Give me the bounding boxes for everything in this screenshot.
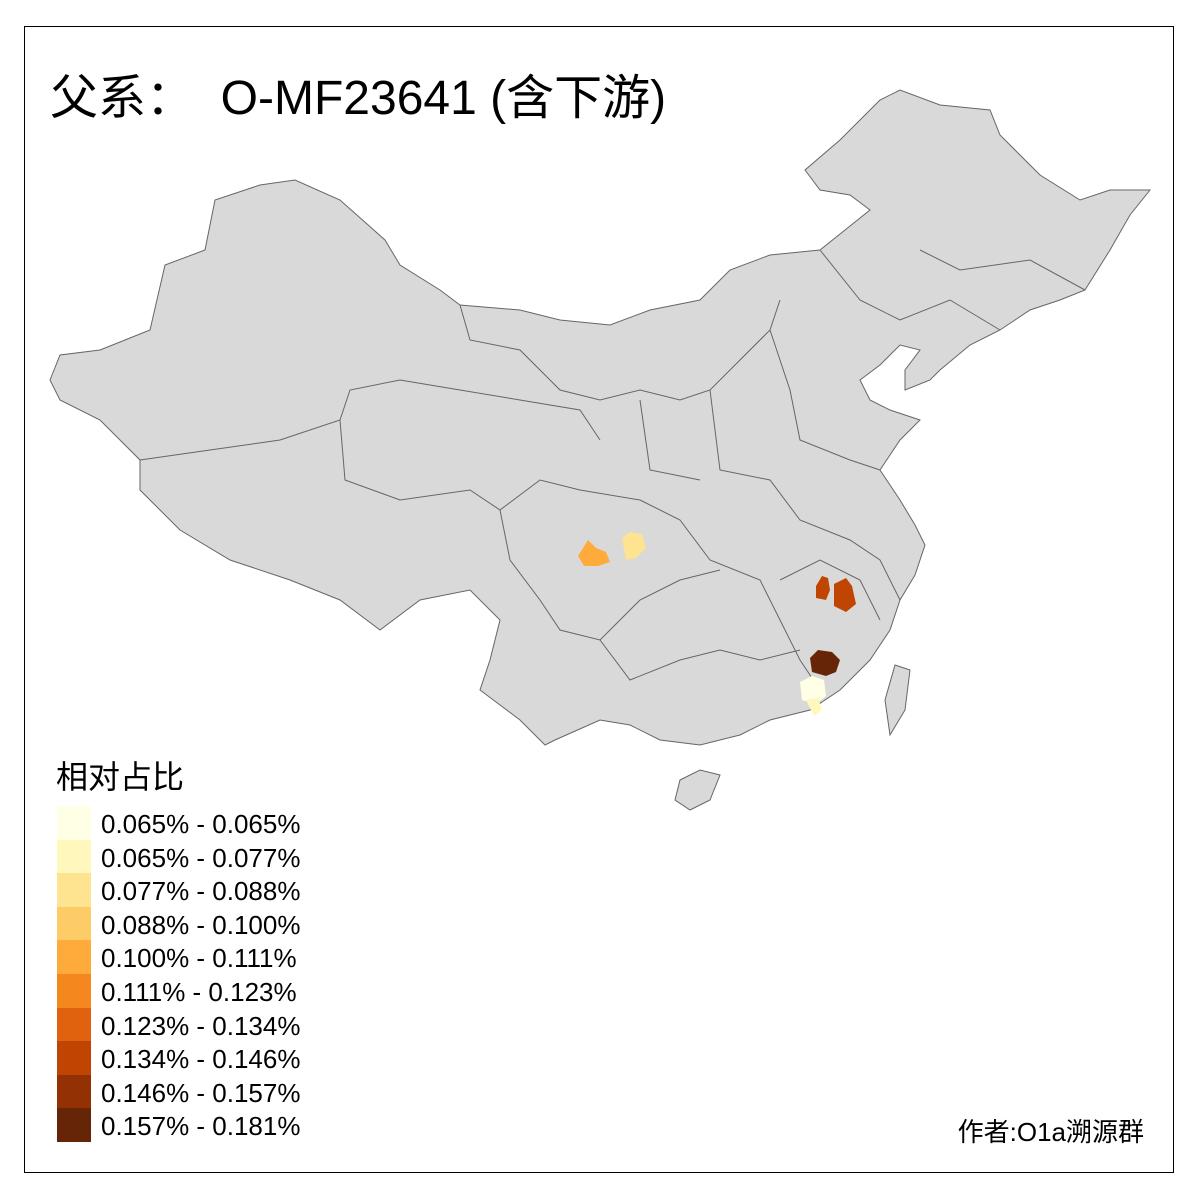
highlighted-region bbox=[578, 540, 610, 566]
legend-swatch bbox=[57, 1074, 91, 1109]
legend-label: 0.065% - 0.077% bbox=[101, 842, 301, 873]
legend-title: 相对占比 bbox=[56, 759, 185, 795]
legend-item: 0.065% - 0.065% bbox=[57, 806, 357, 840]
legend-swatch bbox=[57, 940, 91, 975]
taiwan-island bbox=[884, 664, 911, 737]
legend-swatch bbox=[57, 1108, 91, 1143]
legend-label: 0.146% - 0.157% bbox=[101, 1077, 301, 1108]
legend-item: 0.088% - 0.100% bbox=[57, 906, 357, 941]
highlighted-region bbox=[810, 650, 840, 676]
highlighted-region bbox=[834, 578, 856, 612]
legend-swatch bbox=[57, 806, 91, 840]
plot-frame bbox=[24, 26, 1174, 1173]
legend-swatch bbox=[57, 873, 91, 908]
legend-item: 0.157% - 0.181% bbox=[57, 1108, 357, 1143]
legend-item: 0.146% - 0.157% bbox=[57, 1074, 357, 1109]
legend-item: 0.077% - 0.088% bbox=[57, 873, 357, 908]
legend-label: 0.134% - 0.146% bbox=[101, 1044, 301, 1075]
legend-label: 0.088% - 0.100% bbox=[101, 909, 301, 940]
highlighted-region bbox=[816, 576, 830, 600]
legend-label: 0.123% - 0.134% bbox=[101, 1010, 301, 1041]
legend-item: 0.111% - 0.123% bbox=[57, 974, 357, 1008]
legend-item: 0.100% - 0.111% bbox=[57, 940, 357, 975]
legend-swatch bbox=[57, 974, 91, 1008]
province-borders bbox=[139, 249, 1086, 691]
legend-item: 0.134% - 0.146% bbox=[57, 1041, 357, 1076]
highlighted-region bbox=[800, 676, 826, 704]
map-title: 父系： O-MF23641 (含下游) bbox=[50, 72, 667, 125]
legend-label: 0.077% - 0.088% bbox=[101, 876, 301, 907]
legend-label: 0.065% - 0.065% bbox=[101, 809, 301, 839]
legend-item: 0.123% - 0.134% bbox=[57, 1007, 357, 1042]
highlighted-region bbox=[806, 698, 822, 716]
legend-item: 0.065% - 0.077% bbox=[57, 839, 357, 874]
legend-label: 0.111% - 0.123% bbox=[101, 977, 297, 1007]
mainland-china bbox=[49, 89, 1152, 746]
highlighted-region bbox=[622, 532, 646, 560]
legend-swatch bbox=[57, 839, 91, 874]
legend-label: 0.100% - 0.111% bbox=[101, 943, 297, 974]
legend-label: 0.157% - 0.181% bbox=[101, 1111, 301, 1142]
hainan-island bbox=[674, 769, 721, 811]
legend-swatch bbox=[57, 1041, 91, 1076]
legend-swatch bbox=[57, 906, 91, 941]
legend-swatch bbox=[57, 1007, 91, 1042]
author-credit: 作者:O1a溯源群 bbox=[957, 1117, 1144, 1147]
